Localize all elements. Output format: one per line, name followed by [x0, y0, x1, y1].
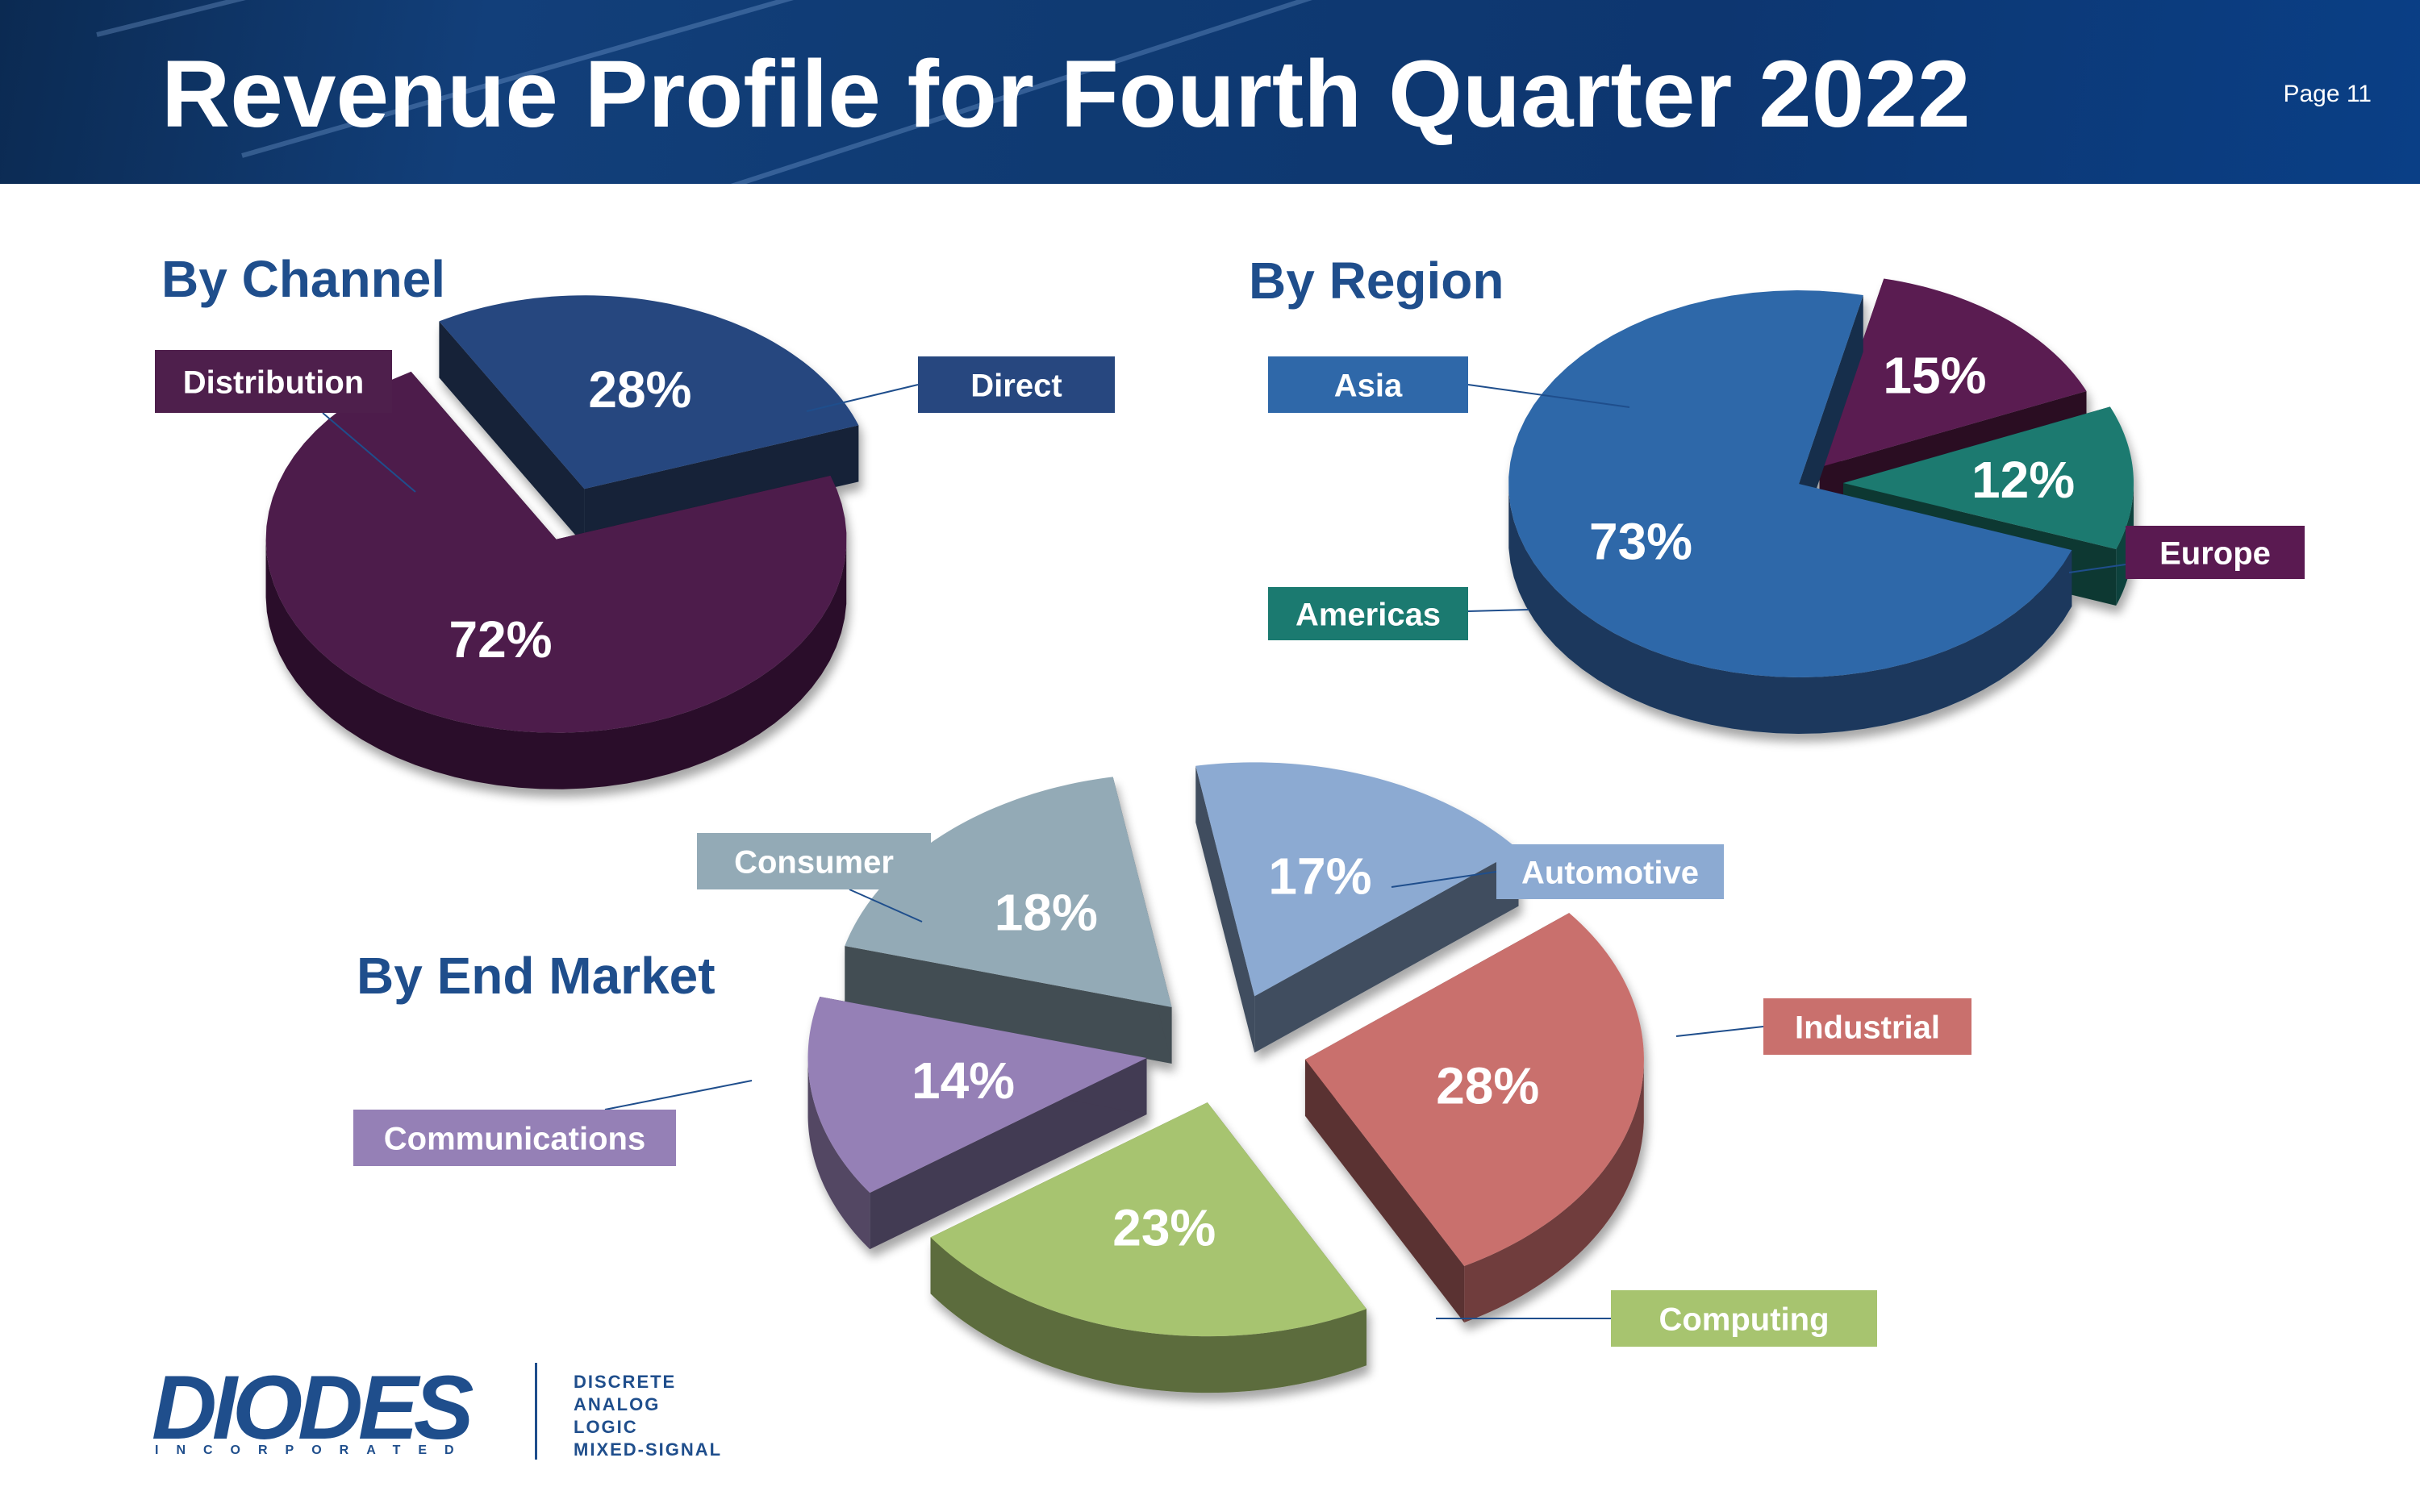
- channel-pie-chart: By Channel 28% 72% Direct Distribution: [155, 250, 1115, 789]
- logo-line-discrete: DISCRETE: [574, 1372, 677, 1392]
- legend-label-computing: Computing: [1436, 1290, 1877, 1347]
- region-pie-chart: By Region 15% 12% 73% Asia Europe Americas: [1249, 252, 2305, 734]
- slice-communications: 14%: [807, 996, 1147, 1250]
- by-region-title: By Region: [1249, 252, 1504, 310]
- svg-text:Communications: Communications: [384, 1121, 645, 1156]
- svg-text:Distribution: Distribution: [183, 364, 364, 400]
- by-end-market-title: By End Market: [357, 947, 716, 1005]
- slice-consumer-percent: 18%: [995, 884, 1098, 942]
- legend-label-automotive: Automotive: [1391, 844, 1724, 899]
- slice-direct: 28%: [439, 295, 859, 546]
- svg-text:Automotive: Automotive: [1521, 855, 1699, 890]
- logo-divider: [535, 1363, 537, 1460]
- slice-automotive-percent: 17%: [1268, 847, 1371, 905]
- logo-line-logic: LOGIC: [574, 1417, 638, 1437]
- svg-text:Europe: Europe: [2159, 535, 2271, 571]
- by-channel-title: By Channel: [161, 250, 445, 308]
- slice-asia: 73%: [1508, 290, 2072, 734]
- svg-text:Americas: Americas: [1296, 597, 1441, 632]
- logo-subtitle: INCORPORATED: [155, 1443, 472, 1457]
- legend-label-direct: Direct: [806, 356, 1115, 413]
- svg-text:Computing: Computing: [1659, 1302, 1829, 1337]
- logo-product-lines: DISCRETE ANALOG LOGIC MIXED-SIGNAL: [574, 1371, 722, 1461]
- svg-text:Consumer: Consumer: [734, 844, 894, 880]
- logo-wordmark: DIODES: [152, 1357, 474, 1458]
- legend-label-industrial: Industrial: [1675, 998, 1971, 1055]
- slice-computing: 23%: [930, 1102, 1367, 1393]
- logo-line-mixed-signal: MIXED-SIGNAL: [574, 1439, 723, 1460]
- page-number: Page 11: [2283, 81, 2372, 107]
- pie-slices: 28% 72%: [265, 295, 859, 789]
- svg-text:Direct: Direct: [970, 368, 1062, 403]
- legend-label-europe: Europe: [2068, 526, 2305, 579]
- slice-direct-percent: 28%: [588, 360, 691, 419]
- legend-label-distribution: Distribution: [155, 350, 416, 493]
- slice-americas-percent: 12%: [1971, 451, 2075, 509]
- diodes-logo: DIODES INCORPORATED DISCRETE ANALOG LOGI…: [152, 1363, 732, 1468]
- slice-consumer: 18%: [845, 777, 1172, 1064]
- svg-text:Industrial: Industrial: [1795, 1010, 1940, 1045]
- slice-distribution: 72%: [265, 371, 847, 789]
- slice-industrial-percent: 28%: [1436, 1056, 1539, 1114]
- logo-line-analog: ANALOG: [574, 1394, 661, 1414]
- pie-slices: 15% 12% 73%: [1508, 278, 2134, 734]
- slice-automotive: 17%: [1195, 762, 1519, 1053]
- legend-label-asia: Asia: [1268, 356, 1630, 413]
- legend-label-consumer: Consumer: [697, 833, 931, 923]
- pie-slices: 17% 18% 14% 28% 23%: [807, 762, 1644, 1393]
- page-title: Revenue Profile for Fourth Quarter 2022: [161, 41, 1971, 148]
- slice-asia-percent: 73%: [1589, 513, 1692, 571]
- header-banner: Revenue Profile for Fourth Quarter 2022 …: [0, 0, 2420, 184]
- slice-communications-percent: 14%: [912, 1052, 1015, 1110]
- slice-distribution-percent: 72%: [449, 610, 552, 669]
- slice-europe-percent: 15%: [1883, 347, 1986, 405]
- legend-label-communications: Communications: [353, 1080, 753, 1166]
- end-market-pie-chart: By End Market 17% 18% 14% 28% 23% Automotive In…: [353, 762, 1971, 1393]
- slice-industrial: 28%: [1304, 913, 1644, 1322]
- slice-computing-percent: 23%: [1112, 1199, 1216, 1257]
- legend-label-americas: Americas: [1268, 587, 1529, 640]
- svg-text:Asia: Asia: [1334, 368, 1403, 403]
